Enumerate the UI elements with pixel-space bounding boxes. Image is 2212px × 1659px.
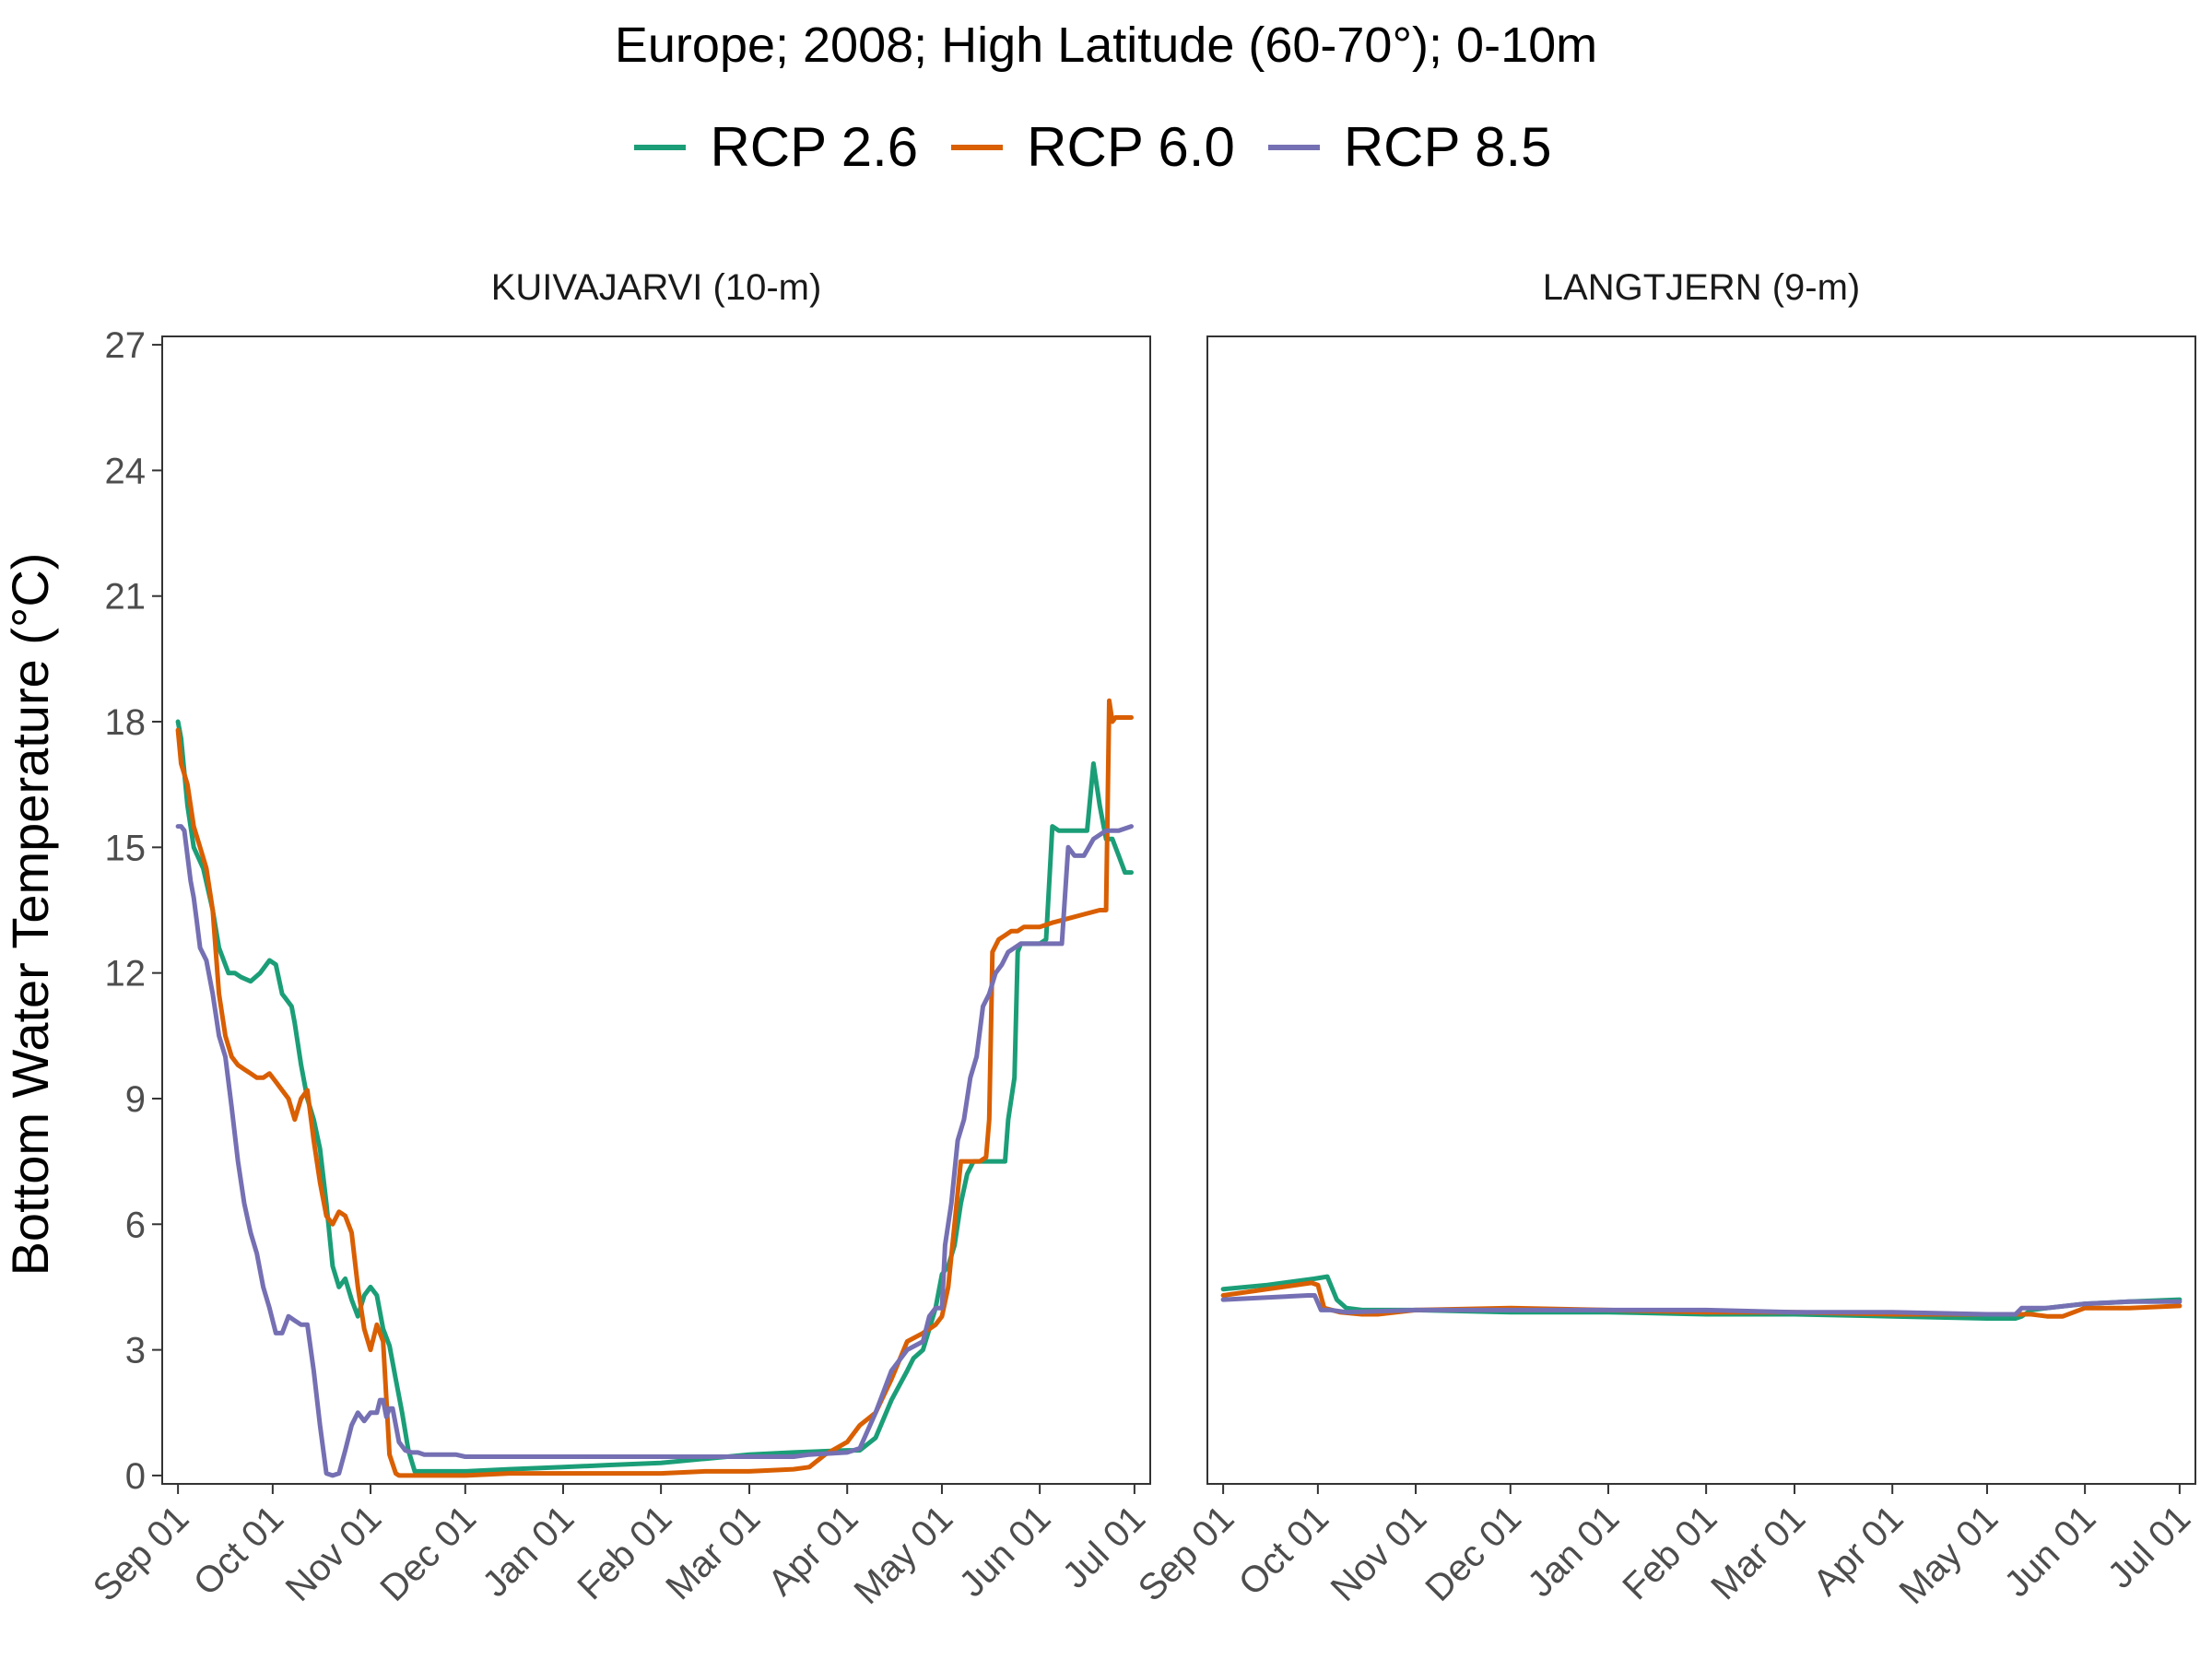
y-tick-label: 9 [125,1079,146,1120]
legend-label-rcp60: RCP 6.0 [1027,116,1235,178]
legend-key-rcp85 [1267,144,1320,150]
x-tick-label: Dec 01 [1418,1498,1529,1609]
x-tick-label: Oct 01 [1231,1498,1336,1603]
x-tick-label: Jul 01 [2100,1498,2199,1596]
legend-label-rcp85: RCP 8.5 [1343,116,1552,178]
x-tick-label: Jun 01 [951,1498,1058,1605]
x-tick-label: May 01 [846,1498,960,1612]
panel-title-1: KUIVAJARVI (10-m) [491,267,822,308]
y-axis-title: Bottom Water Temperature (°C) [1,553,59,1277]
y-tick-label: 6 [125,1205,146,1245]
panel-title-2: LANGTJERN (9-m) [1543,267,1860,308]
x-tick-label: Feb 01 [570,1498,679,1607]
y-tick-label: 24 [105,451,147,491]
y-tick-label: 12 [105,954,147,994]
series-line-rcp85-panel-2 [1220,1293,2183,1317]
x-tick-label: May 01 [1891,1498,2006,1612]
legend-item-rcp26: RCP 2.6 [634,115,944,179]
x-tick-label: Oct 01 [186,1498,291,1603]
x-tick-label: Mar 01 [1703,1498,1813,1607]
x-tick-label: Nov 01 [1324,1498,1435,1609]
y-tick-label: 21 [105,577,147,618]
legend-key-rcp60 [951,144,1004,150]
x-tick-label: Dec 01 [372,1498,484,1609]
legend-label-rcp26: RCP 2.6 [710,116,919,178]
legend: RCP 2.6 RCP 6.0 RCP 8.5 [0,115,2212,179]
x-tick-label: Sep 01 [1131,1498,1242,1609]
chart-title: Europe; 2008; High Latitude (60-70°); 0-… [614,18,1598,73]
x-tick-label: Jan 01 [1520,1498,1627,1605]
x-tick-label: Jun 01 [1996,1498,2103,1605]
y-tick-label: 15 [105,828,147,868]
panel-frame-1 [161,335,1151,1485]
x-tick-label: Nov 01 [278,1498,390,1609]
x-tick-label: Feb 01 [1615,1498,1724,1607]
x-tick-label: Jan 01 [475,1498,582,1605]
legend-item-rcp60: RCP 6.0 [951,115,1261,179]
panel-frame-2 [1206,335,2196,1485]
series-line-rcp60-panel-1 [175,698,1134,1478]
y-tick-label: 18 [105,702,147,743]
y-tick-label: 3 [125,1331,146,1371]
series-line-rcp85-panel-1 [175,824,1134,1478]
legend-item-rcp85: RCP 8.5 [1267,115,1578,179]
x-tick-label: Mar 01 [658,1498,768,1607]
y-tick-label: 0 [125,1456,146,1497]
y-tick-label: 27 [105,325,147,366]
legend-key-rcp26 [634,144,687,150]
x-tick-label: Sep 01 [86,1498,197,1609]
